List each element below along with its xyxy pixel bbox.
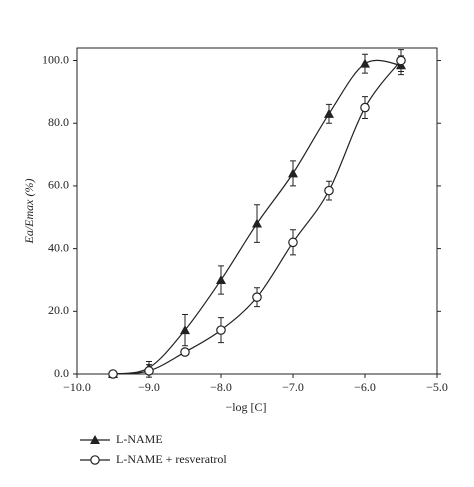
marker: [216, 325, 226, 335]
marker: [252, 218, 262, 228]
y-tick-label: 80.0: [48, 115, 69, 129]
plot-frame: [76, 47, 438, 375]
y-tick-label: 20.0: [48, 303, 69, 317]
legend-marker: [90, 435, 100, 444]
x-tick-label: −9.0: [138, 380, 160, 394]
marker: [324, 185, 334, 196]
y-tick-label: 40.0: [48, 240, 69, 254]
x-tick-label: −5.0: [426, 380, 448, 394]
x-tick-label: −7.0: [282, 380, 304, 394]
marker: [396, 55, 406, 66]
marker: [324, 108, 334, 118]
legend-marker: [90, 455, 100, 465]
marker: [108, 369, 118, 379]
legend-label: L-NAME: [116, 432, 163, 446]
marker: [216, 274, 226, 284]
marker: [288, 237, 298, 248]
x-tick-label: −8.0: [210, 380, 232, 394]
marker: [360, 58, 370, 68]
marker: [252, 292, 262, 303]
marker: [144, 366, 154, 376]
legend-label: L-NAME + resveratrol: [116, 452, 227, 466]
y-axis-label: Ea/Emax (%): [22, 179, 36, 245]
marker: [180, 347, 190, 357]
marker: [360, 102, 370, 113]
x-tick-label: −10.0: [63, 380, 91, 394]
x-axis-label: −log [C]: [225, 400, 266, 414]
marker: [180, 325, 190, 335]
x-tick-label: −6.0: [354, 380, 376, 394]
marker: [288, 168, 298, 178]
y-tick-label: 60.0: [48, 178, 69, 192]
y-tick-label: 0.0: [54, 366, 69, 380]
y-tick-label: 100.0: [42, 52, 69, 66]
